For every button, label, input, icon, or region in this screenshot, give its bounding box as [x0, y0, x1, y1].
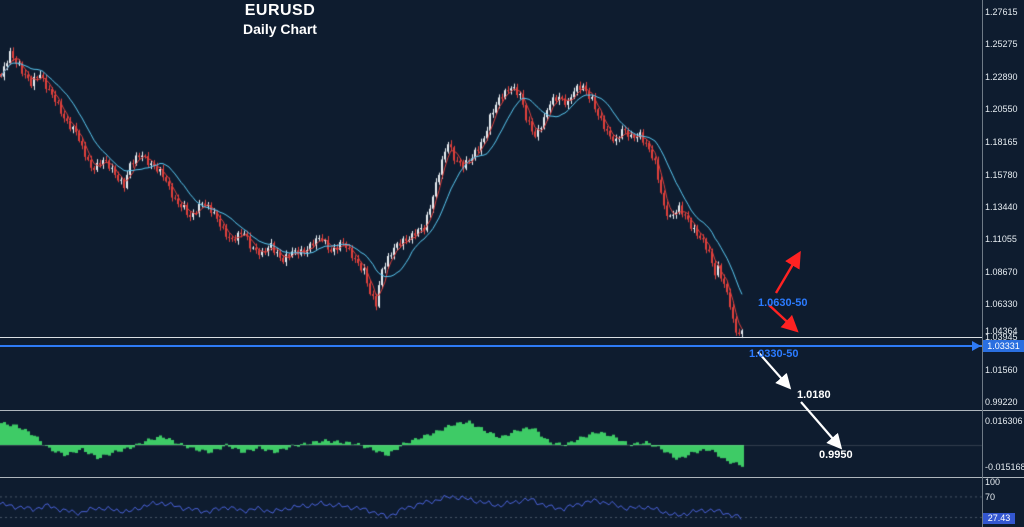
support-zone-label[interactable]: 1.0330-50: [749, 348, 799, 360]
pane-separator-rsi: [0, 477, 1024, 478]
oscillator-max-label: 0.016306: [985, 416, 1023, 427]
price-axis-label: 1.06330: [985, 299, 1018, 310]
price-axis-label: 1.11055: [985, 234, 1017, 245]
rsi-value-tag: 27.43: [983, 513, 1015, 525]
symbol-label: EURUSD: [244, 2, 316, 19]
rsi-scale-label: 100: [985, 477, 1001, 487]
price-axis-separator: [982, 0, 983, 527]
price-axis-label: 1.03945: [985, 332, 1018, 343]
price-axis-label: 1.15780: [985, 169, 1018, 180]
blue-support-line[interactable]: [0, 345, 982, 347]
chart-title: EURUSD Daily Chart: [205, 1, 355, 38]
price-axis-label: 0.99220: [985, 397, 1018, 407]
rsi-scale-label: 70: [985, 492, 996, 503]
pane-separator-oscillator: [0, 410, 1024, 411]
timeframe-label: Daily Chart: [243, 21, 317, 37]
blue-line-price-tag: 1.03331: [983, 340, 1024, 352]
oscillator-min-label: -0.015168: [985, 462, 1024, 473]
white-support-line[interactable]: [0, 337, 982, 338]
price-axis-label: 1.20550: [985, 104, 1018, 115]
price-axis-label: 1.25275: [985, 39, 1018, 50]
price-axis-label: 1.01560: [985, 364, 1018, 375]
price-axis-label: 1.27615: [985, 7, 1018, 17]
resistance-zone-label[interactable]: 1.0630-50: [758, 297, 808, 309]
target-2-label[interactable]: 0.9950: [819, 449, 853, 461]
blue-line-arrow-marker: [972, 341, 981, 351]
current-price-label: 1.04364: [985, 326, 1018, 336]
target-1-label[interactable]: 1.0180: [797, 389, 831, 401]
price-axis-label: 1.08670: [985, 267, 1018, 278]
price-axis-label: 1.22890: [985, 71, 1018, 82]
price-axis-label: 1.18165: [985, 136, 1018, 147]
price-axis-label: 1.13440: [985, 201, 1018, 212]
